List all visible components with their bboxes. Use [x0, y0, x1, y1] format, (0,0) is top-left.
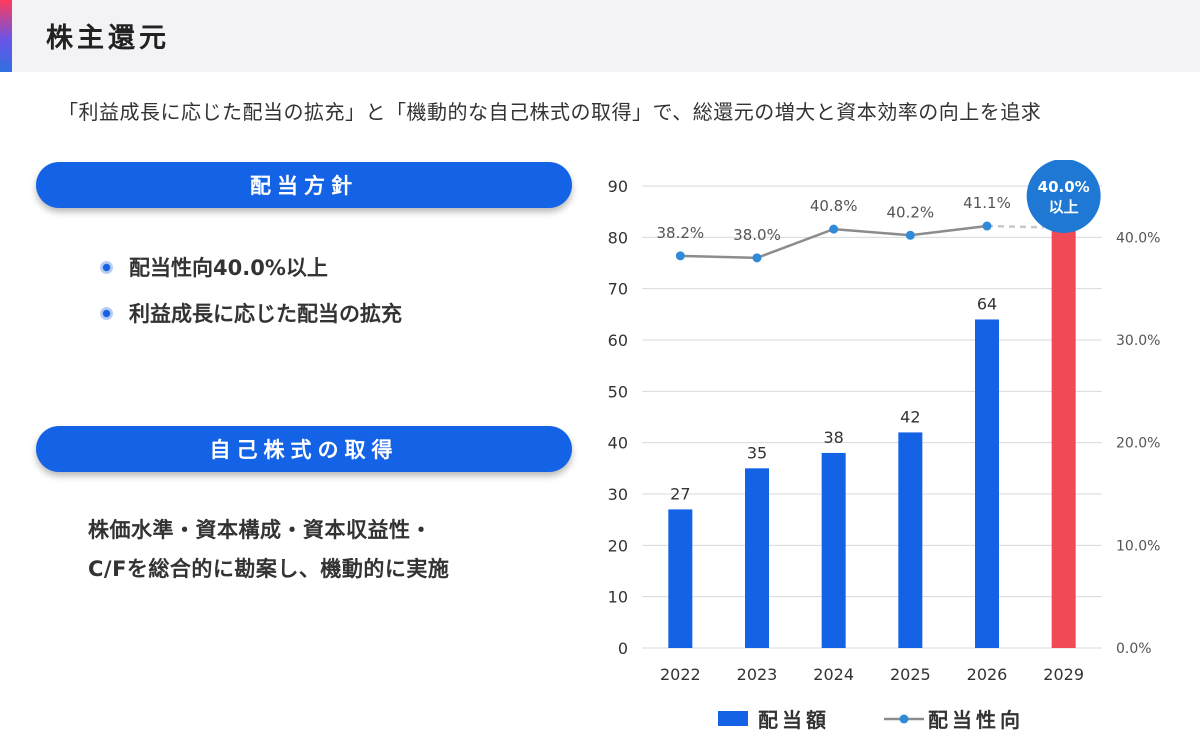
x-tick-label: 2025: [890, 665, 931, 684]
y-tick-label: 90: [608, 177, 628, 196]
dividend-policy-header: 配当方針: [36, 162, 572, 208]
x-tick-label: 2029: [1043, 665, 1084, 684]
bullet-dot-icon: [100, 306, 113, 320]
title-bar: 株主還元: [0, 0, 1200, 72]
legend-payout: 配当性向: [884, 704, 1024, 733]
bar: [898, 432, 923, 648]
dividend-bullet-text-2: 利益成長に応じた配当の拡充: [129, 302, 402, 326]
payout-marker: [752, 253, 762, 263]
payout-marker: [829, 224, 839, 234]
y2-tick-label: 20.0%: [1116, 436, 1160, 452]
bar-value-label: 35: [747, 443, 767, 462]
y-tick-label: 30: [608, 485, 628, 504]
y-tick-label: 50: [608, 382, 628, 401]
legend-bar-swatch: [718, 711, 748, 726]
buyback-header: 自己株式の取得: [36, 426, 572, 472]
y-tick-label: 40: [608, 434, 628, 453]
bar-value-label: 38: [823, 428, 843, 447]
y2-tick-label: 30.0%: [1116, 333, 1160, 349]
x-tick-label: 2022: [660, 665, 701, 684]
payout-line-projection: [986, 224, 1044, 229]
legend-dividend: 配当額: [718, 704, 830, 733]
payout-value-label: 38.0%: [733, 226, 781, 244]
y-tick-label: 20: [608, 536, 628, 555]
dividend-bullet-text-1: 配当性向40.0%以上: [129, 256, 328, 280]
dividend-bullet-1: 配当性向40.0%以上: [100, 252, 328, 282]
payout-value-label: 40.8%: [810, 197, 858, 215]
payout-marker: [675, 251, 685, 261]
dividend-bullet-2: 利益成長に応じた配当の拡充: [100, 298, 402, 328]
payout-marker: [905, 230, 915, 240]
bar: [668, 509, 693, 648]
y2-tick-label: 0.0%: [1116, 641, 1152, 657]
payout-value-label: 38.2%: [657, 224, 705, 242]
y2-tick-label: 10.0%: [1116, 538, 1160, 554]
target-callout-note: 以上: [1049, 198, 1079, 216]
target-callout-value: 40.0%: [1038, 178, 1090, 196]
page-subtitle: 「利益成長に応じた配当の拡充」と「機動的な自己株式の取得」で、総還元の増大と資本…: [58, 100, 1042, 124]
buyback-line-2: C/Fを総合的に勘案し、機動的に実施: [88, 557, 450, 581]
y-tick-label: 80: [608, 228, 628, 247]
bullet-dot-icon: [100, 260, 113, 274]
buyback-line-1: 株価水準・資本構成・資本収益性・: [88, 518, 432, 542]
bar: [821, 452, 846, 648]
x-tick-label: 2023: [737, 665, 778, 684]
bar: [745, 468, 769, 648]
page-title: 株主還元: [46, 23, 170, 54]
y-tick-label: 10: [608, 588, 628, 607]
payout-value-label: 41.1%: [963, 194, 1011, 212]
x-tick-label: 2024: [813, 665, 854, 684]
legend-dividend-label: 配当額: [758, 708, 830, 732]
bar-value-label: 64: [977, 294, 997, 313]
bar-value-label: 27: [670, 484, 690, 503]
payout-marker: [982, 221, 992, 231]
y2-tick-label: 40.0%: [1116, 230, 1160, 246]
y-tick-label: 60: [608, 331, 628, 350]
x-tick-label: 2026: [967, 665, 1008, 684]
target-callout-circle: [1026, 160, 1101, 233]
payout-value-label: 40.2%: [887, 203, 935, 221]
dividend-chart: 0 10 20 30 40 50 60 70 80 90 0.0% 10.0% 20.0% 30.0% 40…: [608, 160, 1160, 684]
highlight-bar: [1051, 204, 1076, 648]
bar-value-label: 42: [900, 407, 920, 426]
legend-line-swatch: [884, 714, 924, 723]
legend-payout-label: 配当性向: [928, 708, 1024, 732]
title-accent-bar: [0, 0, 12, 72]
y-tick-label: 70: [608, 280, 628, 299]
bar: [975, 319, 999, 648]
y-tick-label: 0: [618, 639, 628, 658]
